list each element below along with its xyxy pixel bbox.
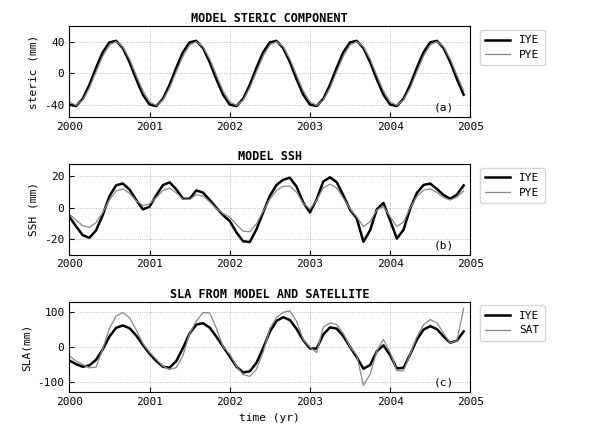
PYE	[206, 56, 213, 61]
Legend: IYE, PYE: IYE, PYE	[480, 30, 545, 65]
PYE	[193, 192, 200, 198]
PYE	[166, 185, 173, 191]
IYE	[320, 179, 327, 184]
Legend: IYE, SAT: IYE, SAT	[480, 306, 545, 341]
Line: IYE: IYE	[69, 317, 464, 372]
IYE	[200, 320, 207, 326]
PYE	[66, 211, 73, 217]
IYE	[460, 329, 467, 334]
Line: IYE: IYE	[69, 177, 464, 242]
Text: (b): (b)	[434, 240, 454, 250]
Line: PYE: PYE	[69, 184, 464, 232]
Title: MODEL SSH: MODEL SSH	[238, 150, 302, 163]
IYE	[193, 38, 200, 44]
PYE	[326, 85, 333, 91]
IYE	[200, 190, 207, 195]
PYE	[313, 103, 320, 108]
Y-axis label: steric (mm): steric (mm)	[29, 34, 39, 109]
IYE	[460, 92, 467, 97]
IYE	[179, 196, 186, 201]
IYE	[326, 175, 333, 180]
SAT	[460, 306, 467, 311]
IYE	[193, 188, 200, 193]
SAT	[133, 327, 140, 332]
Y-axis label: SLA(mm): SLA(mm)	[22, 324, 32, 371]
PYE	[326, 181, 333, 187]
PYE	[166, 85, 173, 91]
IYE	[66, 102, 73, 107]
PYE	[246, 229, 253, 234]
PYE	[133, 198, 140, 203]
IYE	[246, 239, 253, 245]
IYE	[460, 183, 467, 188]
IYE	[353, 38, 361, 44]
IYE	[133, 197, 140, 202]
Line: PYE: PYE	[69, 41, 464, 106]
IYE	[239, 370, 247, 375]
IYE	[280, 315, 287, 320]
SAT	[179, 353, 186, 358]
PYE	[66, 99, 73, 105]
IYE	[66, 358, 73, 363]
IYE	[179, 50, 186, 55]
PYE	[179, 197, 186, 202]
PYE	[320, 185, 327, 191]
PYE	[179, 54, 186, 59]
IYE	[179, 345, 186, 351]
IYE	[166, 180, 173, 185]
PYE	[200, 44, 207, 49]
SAT	[313, 350, 320, 355]
Text: (c): (c)	[434, 378, 454, 388]
IYE	[326, 325, 333, 330]
SAT	[200, 310, 207, 315]
Y-axis label: SSH (mm): SSH (mm)	[29, 182, 39, 236]
PYE	[193, 39, 200, 44]
IYE	[166, 365, 173, 370]
Line: IYE: IYE	[69, 41, 464, 106]
PYE	[133, 72, 140, 78]
IYE	[66, 214, 73, 219]
Legend: IYE, PYE: IYE, PYE	[480, 168, 545, 203]
PYE	[200, 194, 207, 199]
SAT	[66, 354, 73, 359]
PYE	[460, 188, 467, 194]
SAT	[193, 318, 200, 324]
IYE	[133, 333, 140, 338]
Title: MODEL STERIC COMPONENT: MODEL STERIC COMPONENT	[192, 12, 348, 25]
X-axis label: time (yr): time (yr)	[239, 413, 300, 423]
IYE	[166, 82, 173, 88]
IYE	[313, 103, 320, 109]
IYE	[393, 103, 400, 109]
IYE	[200, 45, 207, 51]
Text: (a): (a)	[434, 102, 454, 112]
Line: SAT: SAT	[69, 308, 464, 385]
IYE	[193, 322, 200, 327]
Title: SLA FROM MODEL AND SATELLITE: SLA FROM MODEL AND SATELLITE	[170, 288, 370, 300]
SAT	[166, 367, 173, 372]
IYE	[133, 77, 140, 82]
PYE	[460, 88, 467, 93]
SAT	[360, 383, 367, 388]
